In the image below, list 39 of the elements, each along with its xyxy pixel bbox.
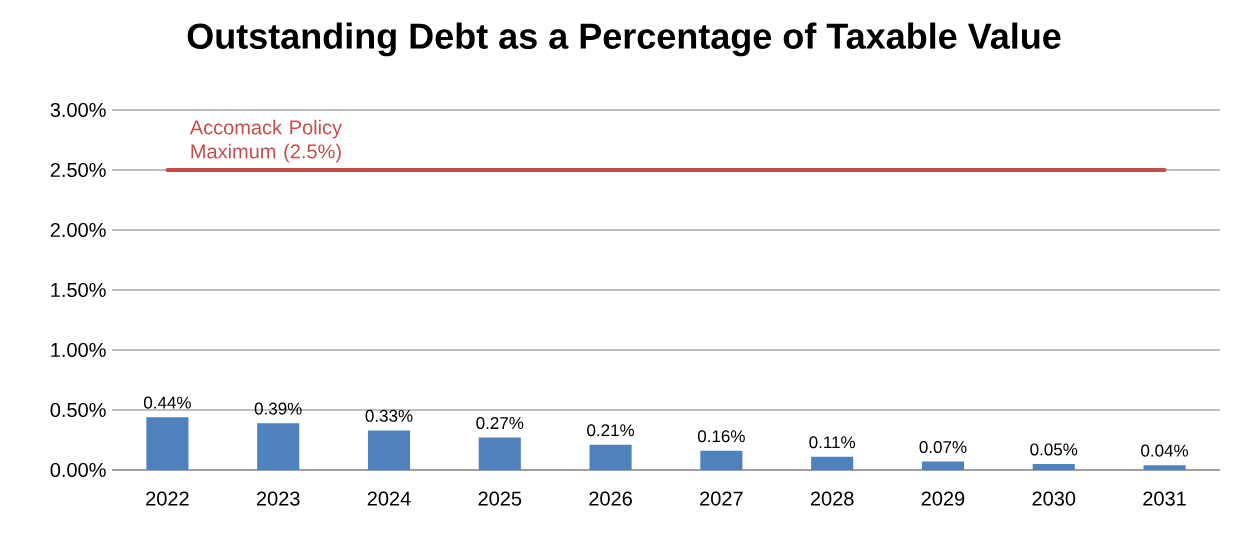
y-tick-label: 3.00% <box>50 102 106 118</box>
data-label: 0.11% <box>809 436 856 449</box>
chart-title: Outstanding Debt as a Percentage of Taxable Value <box>187 22 1061 57</box>
data-label: 0.21% <box>587 424 635 437</box>
y-tick-label: 1.50% <box>51 282 106 298</box>
data-label: 0.39% <box>254 402 302 415</box>
x-tick-label: 2026 <box>589 491 632 506</box>
bar <box>257 423 300 470</box>
y-tick-label: 0.50% <box>50 402 106 418</box>
series-label: Accomack Policy Maximum (2.5%) <box>189 119 343 163</box>
x-tick-label: 2023 <box>256 491 300 506</box>
y-tick-label: 0.00% <box>50 462 106 478</box>
data-label: 0.04% <box>1141 444 1189 457</box>
x-tick-label: 2030 <box>1032 491 1076 506</box>
x-tick-label: 2031 <box>1143 491 1186 506</box>
x-tick-label: 2025 <box>478 491 522 506</box>
y-tick-label: 1.00% <box>51 342 106 358</box>
bar <box>811 456 854 470</box>
data-label: 0.44% <box>143 396 191 409</box>
x-tick-label: 2024 <box>367 491 411 506</box>
bar <box>700 450 743 470</box>
bar <box>589 444 632 470</box>
data-label: 0.05% <box>1030 443 1078 456</box>
bar <box>921 461 965 470</box>
x-tick-label: 2029 <box>921 491 965 506</box>
y-tick-label: 2.50% <box>50 162 106 178</box>
x-tick-label: 2027 <box>700 491 743 506</box>
bar <box>478 437 521 470</box>
data-label: 0.33% <box>365 409 413 422</box>
y-tick-label: 2.00% <box>50 222 106 238</box>
bar <box>146 417 189 470</box>
x-tick-label: 2028 <box>810 491 854 506</box>
bar <box>367 430 411 470</box>
data-label: 0.07% <box>919 441 967 454</box>
data-label: 0.16% <box>697 430 745 443</box>
bar <box>1032 463 1075 470</box>
data-label: 0.27% <box>476 417 524 430</box>
x-tick-label: 2022 <box>146 491 189 506</box>
bar <box>1143 465 1186 470</box>
